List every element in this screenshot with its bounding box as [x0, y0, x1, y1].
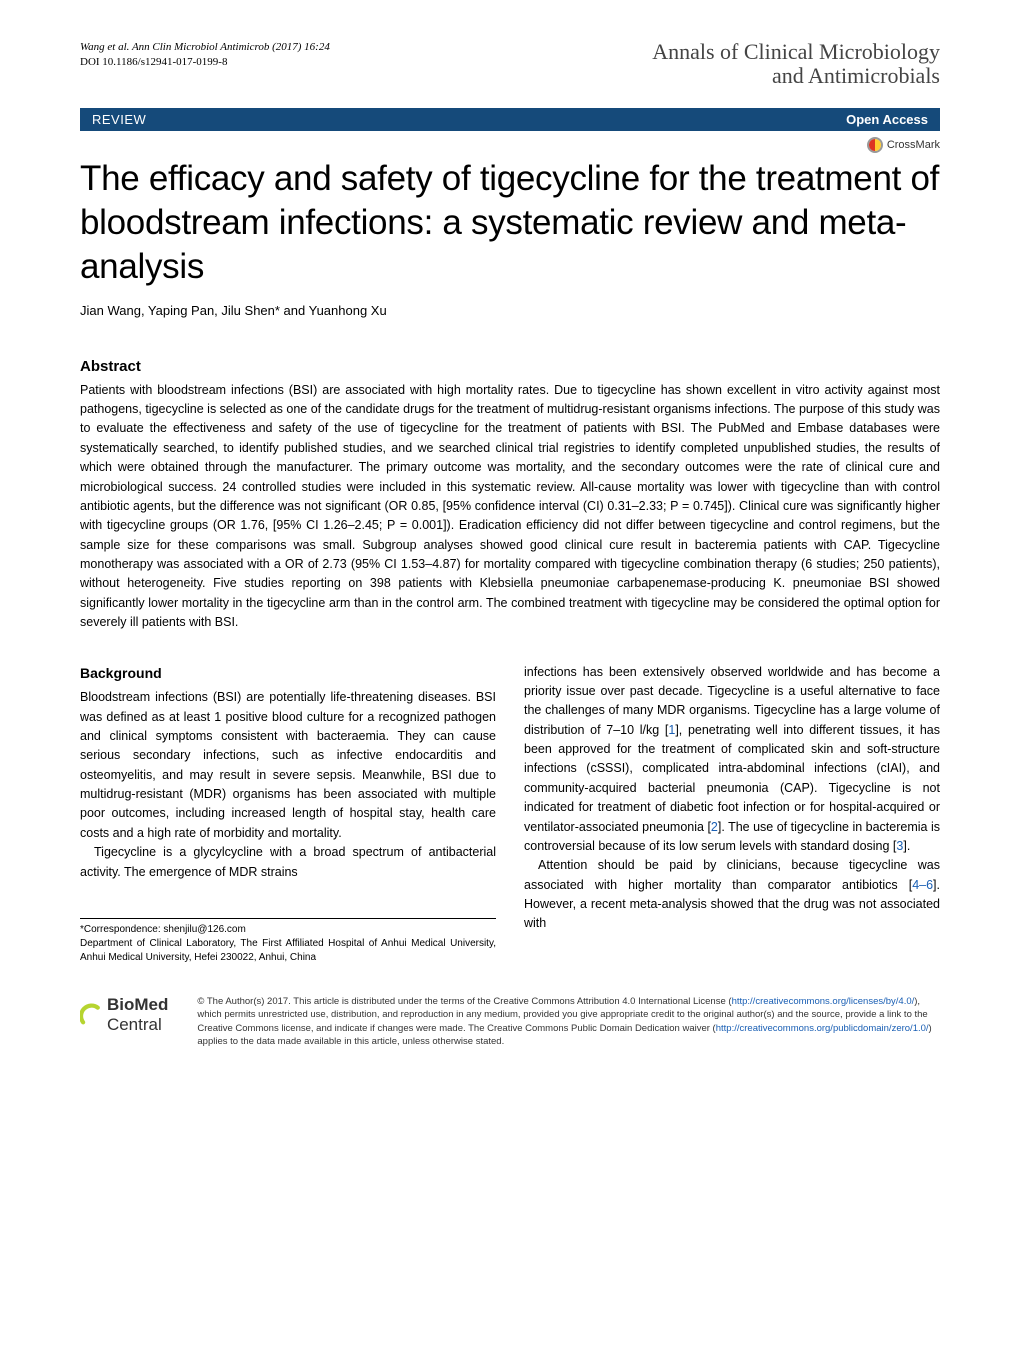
text-span: Attention should be paid by clinicians, … [524, 858, 940, 891]
abstract-text: Patients with bloodstream infections (BS… [80, 381, 940, 633]
citation-block: Wang et al. Ann Clin Microbiol Antimicro… [80, 40, 330, 71]
journal-line1: Annals of Clinical Microbiology [652, 39, 940, 64]
article-type-label: REVIEW [92, 112, 146, 127]
background-p1: Bloodstream infections (BSI) are potenti… [80, 688, 496, 843]
crossmark-label: CrossMark [887, 139, 940, 151]
background-col2-p1: infections has been extensively observed… [524, 663, 940, 857]
crossmark-badge[interactable]: CrossMark [867, 137, 940, 153]
biomed-central-logo: BioMed Central [80, 995, 181, 1035]
correspondence-affiliation: Department of Clinical Laboratory, The F… [80, 937, 496, 965]
journal-line2: and Antimicrobials [652, 64, 940, 88]
doi: DOI 10.1186/s12941-017-0199-8 [80, 55, 330, 70]
correspondence-block: *Correspondence: shenjilu@126.com Depart… [80, 918, 496, 965]
left-column: Background Bloodstream infections (BSI) … [80, 663, 496, 965]
abstract-heading: Abstract [80, 358, 940, 375]
ref-link-2[interactable]: 2 [711, 820, 718, 834]
bmc-central: Central [107, 1015, 162, 1034]
article-type-banner: REVIEW Open Access [80, 108, 940, 131]
correspondence-email: *Correspondence: shenjilu@126.com [80, 923, 496, 937]
bmc-arc-icon [80, 998, 101, 1032]
crossmark-row: CrossMark [80, 137, 940, 153]
text-span: ]. [903, 839, 910, 853]
cc0-waiver-link[interactable]: http://creativecommons.org/publicdomain/… [716, 1023, 929, 1034]
body-columns: Background Bloodstream infections (BSI) … [80, 663, 940, 965]
ref-link-4-6[interactable]: 4–6 [912, 878, 933, 892]
journal-name: Annals of Clinical Microbiology and Anti… [652, 40, 940, 88]
background-p2: Tigecycline is a glycylcycline with a br… [80, 843, 496, 882]
bmc-text: BioMed Central [107, 995, 181, 1035]
license-text: © The Author(s) 2017. This article is di… [197, 995, 940, 1048]
text-span: © The Author(s) 2017. This article is di… [197, 996, 731, 1007]
citation-line: Wang et al. Ann Clin Microbiol Antimicro… [80, 40, 330, 55]
open-access-label: Open Access [846, 112, 928, 127]
cc-license-link[interactable]: http://creativecommons.org/licenses/by/4… [732, 996, 915, 1007]
background-col2-p2: Attention should be paid by clinicians, … [524, 856, 940, 934]
background-heading: Background [80, 663, 496, 685]
authors-line: Jian Wang, Yaping Pan, Jilu Shen* and Yu… [80, 303, 940, 318]
page-footer: BioMed Central © The Author(s) 2017. Thi… [80, 995, 940, 1048]
right-column: infections has been extensively observed… [524, 663, 940, 965]
crossmark-icon [867, 137, 883, 153]
text-span: ], penetrating well into different tissu… [524, 723, 940, 834]
bmc-bio: BioMed [107, 995, 168, 1014]
header-row: Wang et al. Ann Clin Microbiol Antimicro… [80, 40, 940, 88]
article-title: The efficacy and safety of tigecycline f… [80, 157, 940, 288]
